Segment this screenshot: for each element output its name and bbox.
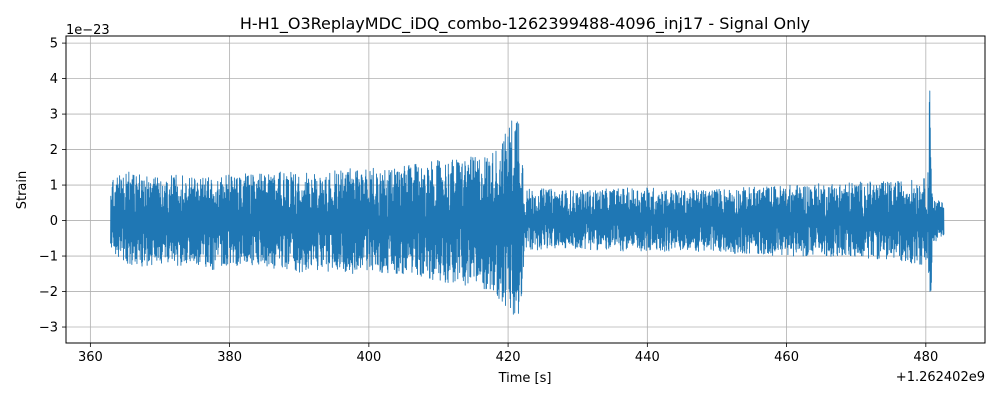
x-tick-label: 420 <box>496 350 521 365</box>
y-tick-label: 2 <box>50 143 58 158</box>
x-tick-label: 460 <box>774 350 799 365</box>
data-series <box>110 90 945 315</box>
strain-series-line <box>110 90 945 315</box>
y-tick-label: −1 <box>39 250 58 265</box>
chart-title: H-H1_O3ReplayMDC_iDQ_combo-1262399488-40… <box>240 14 810 34</box>
plot-frame <box>65 35 986 344</box>
y-tick-label: 4 <box>50 72 58 87</box>
y-tick-label: 5 <box>50 37 58 52</box>
x-tick-label: 480 <box>913 350 938 365</box>
y-axis-label: Strain <box>15 171 30 210</box>
x-offset-label: +1.262402e9 <box>896 370 985 385</box>
y-tick-label: −3 <box>39 321 58 336</box>
y-tick-label: −2 <box>39 285 58 300</box>
x-axis-label: Time [s] <box>498 371 552 386</box>
axis-ticks: 360 380 400 420 440 460 480 −3 −2 −1 0 1 2 3 4 5 <box>39 37 938 365</box>
y-scale-label: 1e−23 <box>66 23 110 38</box>
x-tick-label: 400 <box>356 350 381 365</box>
x-tick-label: 360 <box>78 350 103 365</box>
y-tick-label: 1 <box>50 179 58 194</box>
x-tick-label: 440 <box>635 350 660 365</box>
y-tick-label: 3 <box>50 108 58 123</box>
y-tick-label: 0 <box>50 214 58 229</box>
x-tick-label: 380 <box>217 350 242 365</box>
